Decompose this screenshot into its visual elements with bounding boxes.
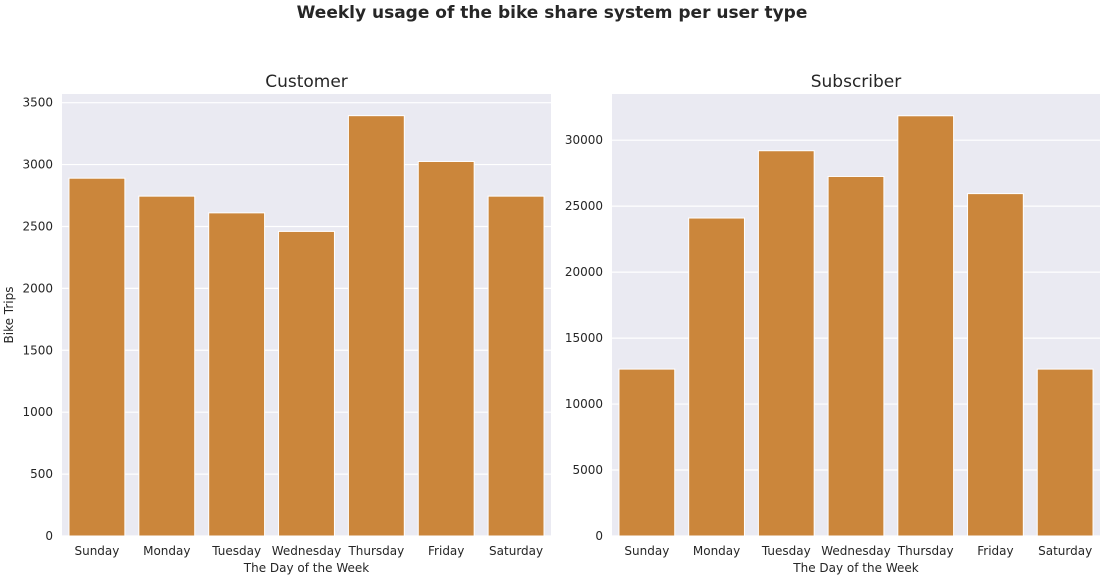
customer-x-tick-label: Wednesday [272, 544, 341, 558]
subscriber-x-tick-label: Thursday [897, 544, 954, 558]
customer-bar-tuesday [208, 212, 266, 537]
subscriber-bars [618, 115, 1094, 537]
customer-x-tick-label: Thursday [347, 544, 404, 558]
subscriber-bar-saturday [1036, 368, 1094, 537]
customer-y-axis: 0 500 1000 1500 2000 2500 3000 3500 [22, 96, 53, 543]
customer-y-tick-label: 500 [30, 467, 53, 481]
customer-y-tick-label: 3500 [22, 96, 53, 110]
customer-y-tick-label: 2000 [22, 281, 53, 295]
customer-y-tick-label: 1000 [22, 405, 53, 419]
customer-chart: 0 500 1000 1500 2000 2500 3000 3500 Sunday Monda… [2, 72, 551, 575]
customer-x-axis: Sunday Monday Tuesday Wednesday Thursday Frid… [74, 544, 543, 558]
subscriber-chart-title: Subscriber [811, 72, 902, 92]
customer-x-tick-label: Tuesday [211, 544, 261, 558]
customer-x-tick-label: Saturday [489, 544, 543, 558]
customer-y-tick-label: 2500 [22, 219, 53, 233]
customer-y-tick-label: 3000 [22, 158, 53, 172]
customer-x-tick-label: Friday [428, 544, 464, 558]
customer-bars [68, 115, 545, 537]
subscriber-y-tick-label: 10000 [565, 397, 603, 411]
subscriber-x-tick-label: Wednesday [821, 544, 890, 558]
subscriber-bar-friday [967, 193, 1024, 537]
customer-y-tick-label: 0 [45, 529, 53, 543]
subscriber-y-tick-label: 30000 [565, 133, 603, 147]
subscriber-y-tick-label: 20000 [565, 265, 603, 279]
subscriber-chart: 0 5000 10000 15000 20000 25000 30000 Sunday Mon… [565, 72, 1100, 575]
customer-bar-friday [417, 160, 475, 537]
subscriber-y-axis: 0 5000 10000 15000 20000 25000 30000 [565, 133, 603, 543]
subscriber-x-tick-label: Tuesday [761, 544, 811, 558]
subscriber-bar-wednesday [827, 175, 885, 537]
customer-bar-thursday [347, 115, 405, 537]
subscriber-x-tick-label: Friday [977, 544, 1013, 558]
customer-y-tick-label: 1500 [22, 343, 53, 357]
subscriber-bar-thursday [897, 115, 955, 537]
customer-y-axis-label: Bike Trips [2, 287, 16, 344]
subscriber-bar-sunday [618, 368, 676, 537]
customer-x-tick-label: Sunday [74, 544, 119, 558]
figure-title: Weekly usage of the bike share system pe… [297, 3, 808, 23]
subscriber-y-tick-label: 0 [595, 529, 603, 543]
subscriber-x-tick-label: Sunday [624, 544, 669, 558]
customer-bar-saturday [487, 195, 545, 537]
subscriber-x-axis-label: The Day of the Week [792, 561, 918, 575]
subscriber-y-tick-label: 5000 [572, 463, 603, 477]
customer-x-axis-label: The Day of the Week [243, 561, 369, 575]
customer-bar-wednesday [278, 230, 335, 537]
subscriber-y-tick-label: 25000 [565, 199, 603, 213]
subscriber-bar-monday [688, 217, 745, 537]
customer-bar-sunday [68, 177, 126, 537]
subscriber-x-axis: Sunday Monday Tuesday Wednesday Thursday Frid… [624, 544, 1092, 558]
subscriber-bar-tuesday [757, 150, 815, 537]
subscriber-y-tick-label: 15000 [565, 331, 603, 345]
customer-chart-title: Customer [265, 72, 348, 92]
customer-bar-monday [138, 195, 196, 537]
subscriber-x-tick-label: Monday [693, 544, 740, 558]
subscriber-x-tick-label: Saturday [1038, 544, 1092, 558]
customer-x-tick-label: Monday [143, 544, 190, 558]
